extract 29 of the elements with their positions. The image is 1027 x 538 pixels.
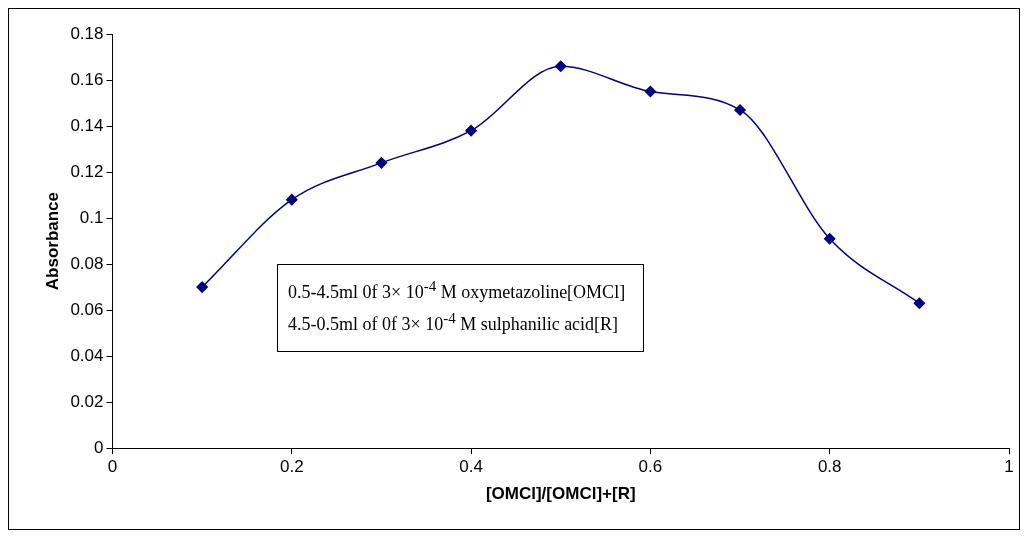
- x-axis-title: [OMCl]/[OMCl]+[R]: [485, 484, 636, 504]
- y-tick-label: 0: [94, 437, 104, 457]
- y-tick-label: 0.06: [70, 299, 104, 319]
- point: [375, 157, 388, 169]
- x-tick-label: 0.4: [459, 457, 483, 477]
- point: [286, 193, 298, 206]
- y-tick-label: 0.18: [70, 23, 104, 43]
- annotation: 0.5-4.5ml 0f 3× 10$^{-4}$ M oxymetazoline[OMCl]: [288, 277, 626, 304]
- x-tick-label: 0.6: [638, 457, 663, 477]
- point: [913, 297, 926, 309]
- x-tick-label: 0.2: [279, 457, 304, 477]
- point: [196, 281, 208, 293]
- point: [465, 124, 477, 137]
- y-tick-label: 0.16: [70, 69, 104, 89]
- y-tick-label: 0.08: [70, 253, 104, 273]
- point: [644, 85, 657, 98]
- y-tick-label: 0.04: [70, 345, 104, 365]
- point: [554, 60, 567, 72]
- x-tick-label: 0: [107, 457, 118, 477]
- y-axis-title: Absorbance: [42, 191, 62, 291]
- point: [823, 233, 836, 245]
- y-tick-label: 0.1: [79, 207, 104, 227]
- y-tick-label: 0.12: [70, 161, 104, 181]
- y-tick-label: 0.14: [70, 115, 104, 135]
- annotation: 4.5-0.5ml of 0f 3× 10$^{-4}$ M sulphanilic acid[R]: [288, 309, 620, 336]
- point: [734, 104, 746, 116]
- y-tick-label: 0.02: [70, 391, 104, 411]
- x-tick-label: 1: [1004, 457, 1014, 477]
- x-tick-label: 0.8: [817, 457, 842, 477]
